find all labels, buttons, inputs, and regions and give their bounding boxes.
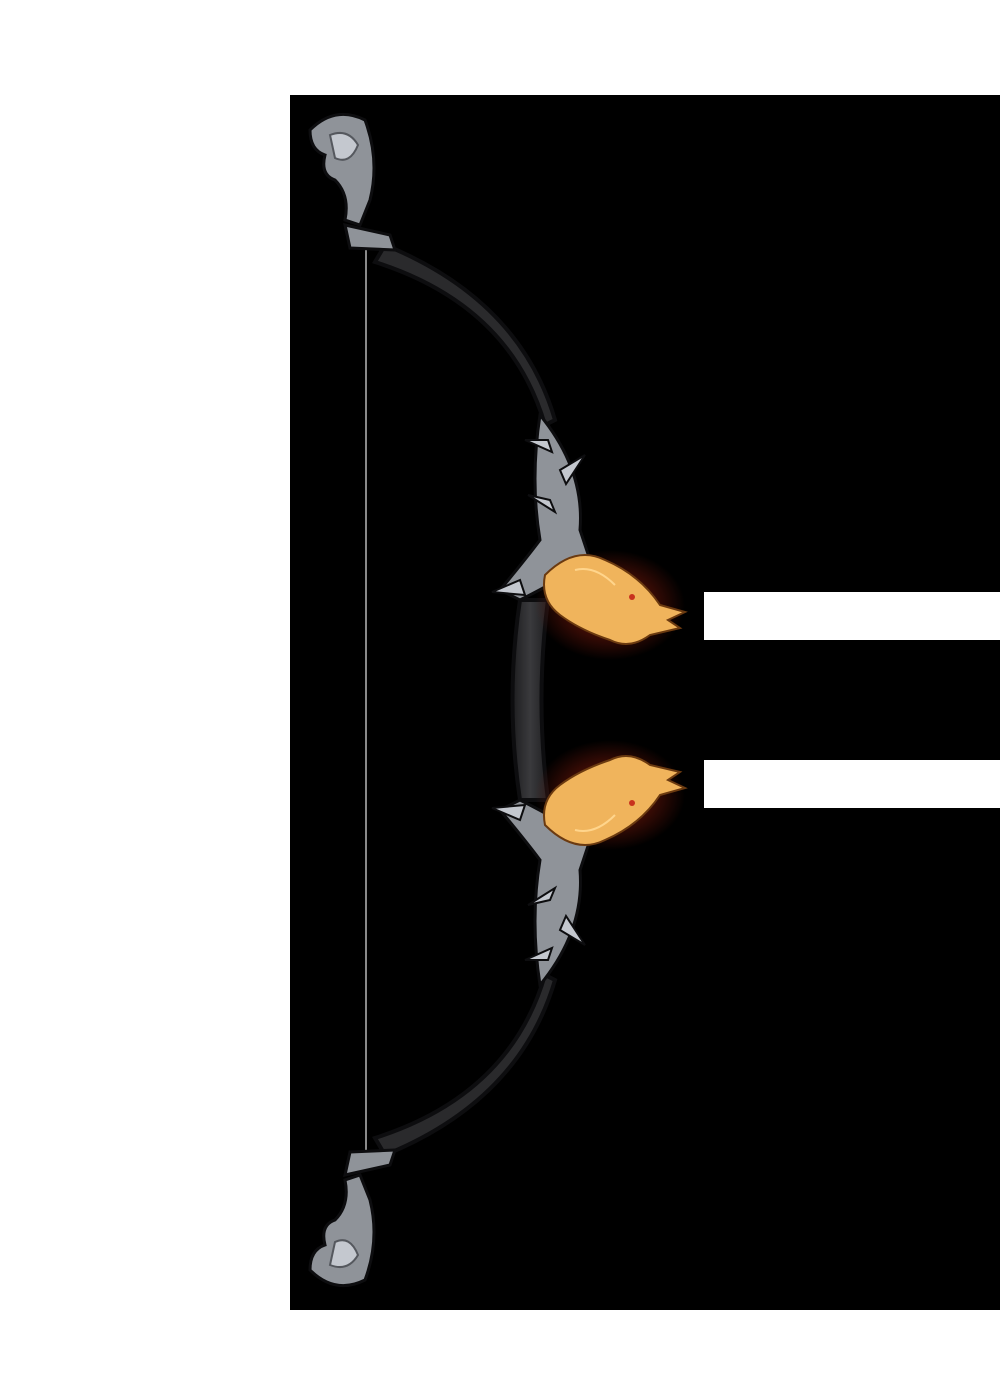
lower-riser-spike-1 <box>524 946 554 961</box>
upper-riser-spike-2 <box>558 454 586 487</box>
upper-dragon-head-icon <box>535 550 688 660</box>
white-band-bottom <box>704 760 1000 808</box>
bow-grip <box>510 598 551 802</box>
upper-limb <box>372 242 558 428</box>
lower-dragon-head-icon <box>535 740 688 850</box>
lower-tip-ornament <box>308 1148 398 1288</box>
lower-riser-spike-4 <box>491 803 527 822</box>
lower-riser-spike-2 <box>558 913 586 946</box>
upper-riser-spike-3 <box>527 494 558 515</box>
upper-riser-spike-4 <box>491 578 527 597</box>
upper-tip-ornament <box>308 112 398 252</box>
white-band-top <box>704 592 1000 640</box>
lower-riser-spike-3 <box>527 885 558 906</box>
lower-limb <box>372 972 558 1158</box>
dark-backdrop-panel <box>290 95 1000 1310</box>
upper-riser-spike-1 <box>524 439 554 454</box>
